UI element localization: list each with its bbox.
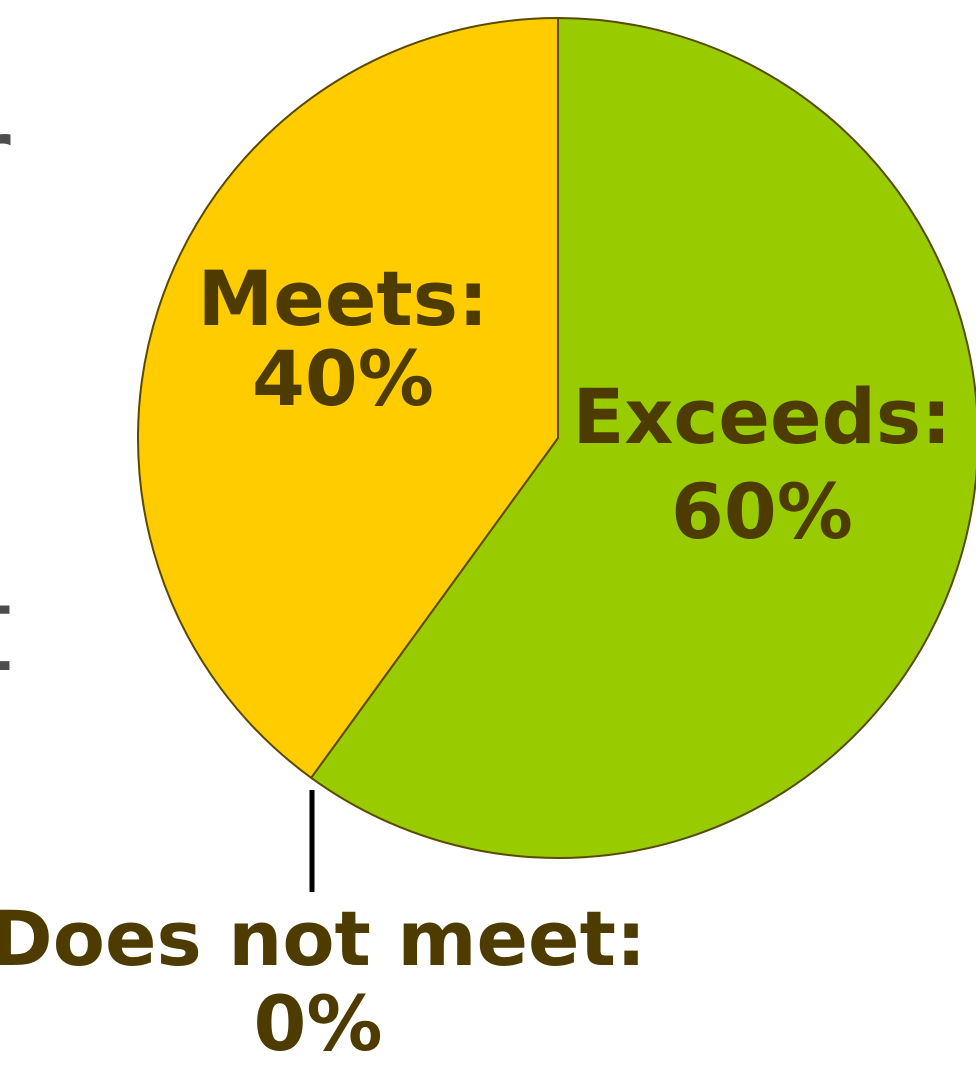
clipped-text-fragment-upper: r <box>0 100 11 218</box>
slice-labels: Meets: 40% Exceeds: 60% Does not meet: 0… <box>0 254 952 1065</box>
label-does-not-meet-name: Does not meet: <box>0 894 646 983</box>
slice-exceeds <box>310 17 976 859</box>
clipped-text-fragment-lower: t <box>0 570 12 688</box>
label-exceeds-value: 60% <box>671 467 853 556</box>
pie-slices <box>137 17 976 859</box>
label-exceeds-name: Exceeds: <box>572 372 951 461</box>
label-meets-name: Meets: <box>198 254 489 343</box>
label-does-not-meet-value: 0% <box>253 979 382 1065</box>
label-meets-value: 40% <box>252 334 434 423</box>
slice-meets <box>137 17 559 779</box>
